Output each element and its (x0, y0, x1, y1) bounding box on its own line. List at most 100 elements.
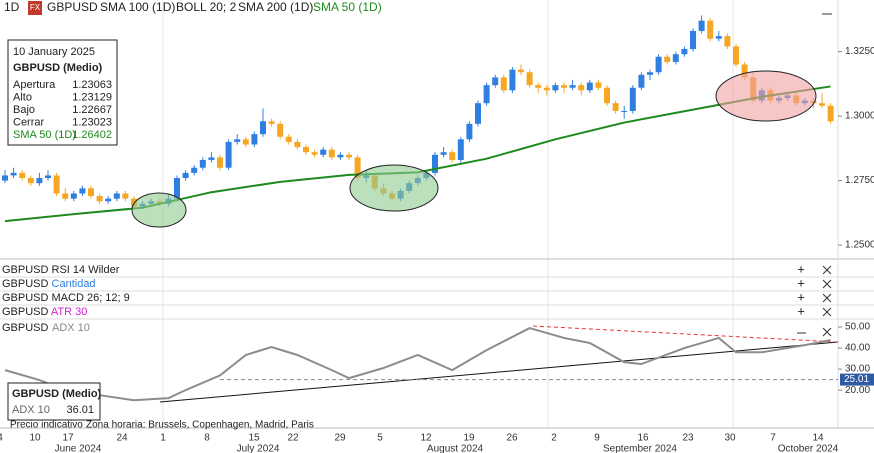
y-tick-label: 1.25000 (845, 240, 874, 251)
x-tick-label: 4 (0, 433, 3, 444)
candle-body (500, 77, 507, 91)
candle-body (337, 154, 344, 158)
candle-body (303, 147, 309, 153)
candle-body (543, 87, 550, 91)
x-tick-label: 8 (204, 433, 210, 444)
candle-body (320, 149, 327, 155)
x-tick-label: 23 (682, 433, 694, 444)
candle-body (217, 157, 223, 168)
tooltip-label: Alto (13, 91, 32, 103)
candle-body (655, 56, 662, 73)
panel-label: GBPUSD ATR 30 (2, 306, 87, 318)
candle-body (698, 20, 705, 31)
candle-body (492, 77, 499, 86)
x-tick-label: 1 (160, 433, 166, 444)
candle-body (483, 85, 490, 104)
candle-body (457, 139, 464, 160)
x-tick-label: 12 (420, 433, 432, 444)
level-badge (840, 373, 874, 386)
candle-body (2, 175, 8, 181)
candle-body (191, 167, 198, 173)
x-tick-label: 9 (594, 433, 600, 444)
candle-body (36, 178, 43, 184)
panel-close (822, 265, 832, 275)
panel-close (822, 293, 832, 303)
x-tick-label: 17 (62, 433, 74, 444)
adx-line (4, 326, 831, 402)
y-tick-label: 30.00 (845, 364, 870, 375)
info-title: GBPUSD (Medio) (12, 388, 102, 400)
tooltip-label: SMA 50 (1D) (13, 129, 76, 141)
candle-body (432, 154, 438, 173)
x-month-label: September 2024 (603, 444, 677, 453)
candle-body (629, 87, 636, 111)
candle-body (612, 103, 619, 111)
x-tick-label: 30 (724, 433, 736, 444)
info-label: ADX 10 (12, 404, 50, 416)
candle-body (10, 172, 17, 176)
candle-body (569, 85, 576, 88)
x-tick-label: 2 (551, 433, 557, 444)
x-month-label: June 2024 (55, 444, 102, 453)
candle-body (681, 49, 688, 55)
candle-body (586, 82, 593, 91)
level-label: 25.01 (844, 374, 869, 385)
panel-add: + (797, 303, 805, 318)
candle-body (225, 141, 232, 168)
adx-symbol: GBPUSD (2, 322, 49, 334)
tooltip-label: Bajo (13, 104, 35, 116)
candle-body (268, 121, 275, 124)
candle-body (819, 103, 825, 106)
candle-body (45, 175, 51, 179)
x-tick-label: 10 (29, 433, 41, 444)
candle-body (664, 56, 671, 62)
x-tick-label: 24 (116, 433, 128, 444)
info-value: 36.01 (66, 404, 94, 416)
highlight-ellipse (715, 70, 817, 122)
badge-text: FX (30, 3, 41, 12)
tooltip-label: Cerrar (13, 116, 45, 128)
x-tick-label: 19 (463, 433, 475, 444)
highlight-ellipse (349, 164, 439, 212)
candle-body (578, 85, 585, 91)
x-month-label: October 2024 (778, 444, 839, 453)
candle-body (552, 85, 559, 91)
tooltip-date: 10 January 2025 (13, 46, 95, 58)
x-tick-label: 16 (637, 433, 649, 444)
x-tick-label: 22 (287, 433, 299, 444)
panel-close (822, 279, 832, 289)
candle-body (346, 154, 352, 158)
indicator: SMA 100 (1D) (100, 0, 175, 14)
candle-body (131, 198, 137, 207)
x-tick-label: 29 (334, 433, 346, 444)
y-tick-label: 40.00 (845, 343, 870, 354)
candle-body (535, 85, 542, 88)
adx-close (822, 327, 832, 337)
candle-body (242, 139, 249, 145)
candle-body (604, 87, 610, 104)
candle-body (741, 64, 748, 78)
candle-body (733, 46, 739, 65)
tooltip-title: GBPUSD (Medio) (13, 62, 103, 74)
footer-note: Precio indicativo (10, 420, 83, 431)
candle-body (647, 72, 653, 75)
candle-body (113, 193, 120, 199)
tooltip-value: 1.23129 (72, 91, 112, 103)
panel-add: + (797, 289, 805, 304)
info-box (7, 382, 101, 421)
candle-body (260, 121, 266, 135)
candle-body (174, 178, 180, 199)
candle-body (27, 178, 34, 184)
candle-body (621, 110, 628, 112)
symbol: GBPUSD (47, 0, 98, 14)
y-tick-label: 1.32500 (845, 46, 874, 57)
trend-line (159, 341, 839, 403)
candle-body (715, 36, 722, 39)
indicator: SMA 200 (1D) (238, 0, 313, 14)
x-tick-label: 26 (506, 433, 518, 444)
candle-body (724, 36, 731, 47)
candle-body (105, 198, 112, 202)
tooltip-box (7, 39, 118, 146)
candle-body (96, 196, 103, 202)
